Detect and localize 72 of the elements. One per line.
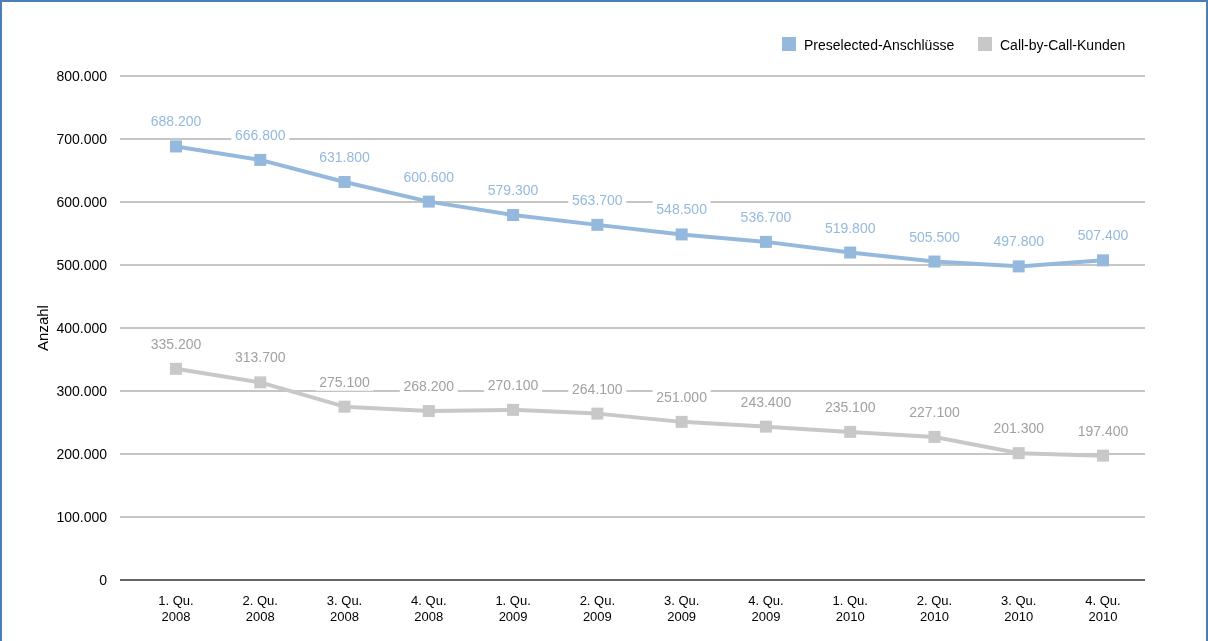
y-tick-label: 700.000 <box>56 131 108 147</box>
x-tick-label: 3. Qu. 2009 <box>663 593 700 624</box>
x-tick-label: 1. Qu. 2009 <box>495 593 531 624</box>
point <box>928 255 941 268</box>
x-tick-label: 2. Qu. 2010 <box>916 593 953 624</box>
data-label: 270.100 <box>487 376 539 393</box>
data-label: 264.100 <box>572 380 623 397</box>
x-tick-label: 3. Qu. 2010 <box>1001 593 1037 624</box>
point <box>928 430 941 443</box>
y-tick-label: 200.000 <box>56 446 108 462</box>
point <box>170 362 182 375</box>
y-tick-label: 400.000 <box>56 320 108 336</box>
point <box>1012 260 1025 273</box>
data-label: 335.200 <box>150 335 202 352</box>
x-tick-label: 4. Qu. 2009 <box>748 593 784 624</box>
data-label: 579.300 <box>487 182 539 199</box>
point <box>844 425 857 438</box>
data-label: 631.800 <box>319 148 371 165</box>
data-label: 497.800 <box>993 233 1045 250</box>
point <box>675 415 688 428</box>
data-label: 600.600 <box>403 168 455 185</box>
data-label: 563.700 <box>572 191 623 208</box>
data-label: 313.700 <box>234 349 286 366</box>
point <box>254 153 267 166</box>
y-tick-label: 600.000 <box>56 194 108 210</box>
point <box>591 407 604 420</box>
y-tick-label: 500.000 <box>56 257 108 273</box>
data-label: 243.400 <box>740 393 792 410</box>
data-label: 268.200 <box>403 378 455 395</box>
point <box>338 400 351 413</box>
point <box>1097 449 1109 462</box>
point <box>759 420 772 433</box>
legend-label: Call-by-Call-Kunden <box>1000 37 1126 53</box>
data-label: 536.700 <box>740 208 792 225</box>
point <box>1097 254 1109 267</box>
legend-label: Preselected-Anschlüsse <box>804 37 955 53</box>
x-tick-label: 4. Qu. 2010 <box>1085 593 1121 624</box>
point <box>675 228 688 241</box>
y-axis-title: Anzahl <box>34 305 51 351</box>
x-tick-label: 1. Qu. 2008 <box>158 593 194 624</box>
y-tick-label: 300.000 <box>56 383 108 399</box>
point <box>1012 447 1025 460</box>
point <box>844 246 857 259</box>
x-tick-label: 1. Qu. 2010 <box>832 593 868 624</box>
point <box>507 209 520 222</box>
x-tick-label: 2. Qu. 2008 <box>242 593 278 624</box>
y-tick-label: 100.000 <box>56 509 108 525</box>
data-label: 275.100 <box>319 373 371 390</box>
data-label: 227.100 <box>909 403 960 420</box>
point <box>759 235 772 248</box>
point <box>422 405 435 418</box>
data-label: 197.400 <box>1077 422 1129 439</box>
y-tick-label: 0 <box>99 572 108 588</box>
data-label: 548.500 <box>656 201 708 218</box>
data-label: 235.100 <box>824 398 876 415</box>
data-label: 505.500 <box>909 228 960 245</box>
data-label: 507.400 <box>1077 227 1129 244</box>
point <box>591 218 604 231</box>
data-label: 666.800 <box>234 126 286 143</box>
point <box>338 175 351 188</box>
point <box>422 195 435 208</box>
data-label: 201.300 <box>993 420 1045 437</box>
x-tick-label: 2. Qu. 2009 <box>579 593 616 624</box>
data-label: 688.200 <box>150 113 202 130</box>
data-label: 251.000 <box>656 388 708 405</box>
x-tick-label: 4. Qu. 2008 <box>411 593 447 624</box>
point <box>507 403 520 416</box>
point <box>254 376 267 389</box>
point <box>170 140 182 153</box>
data-label: 519.800 <box>824 219 876 236</box>
y-tick-label: 800.000 <box>56 68 108 84</box>
x-tick-label: 3. Qu. 2008 <box>326 593 363 624</box>
